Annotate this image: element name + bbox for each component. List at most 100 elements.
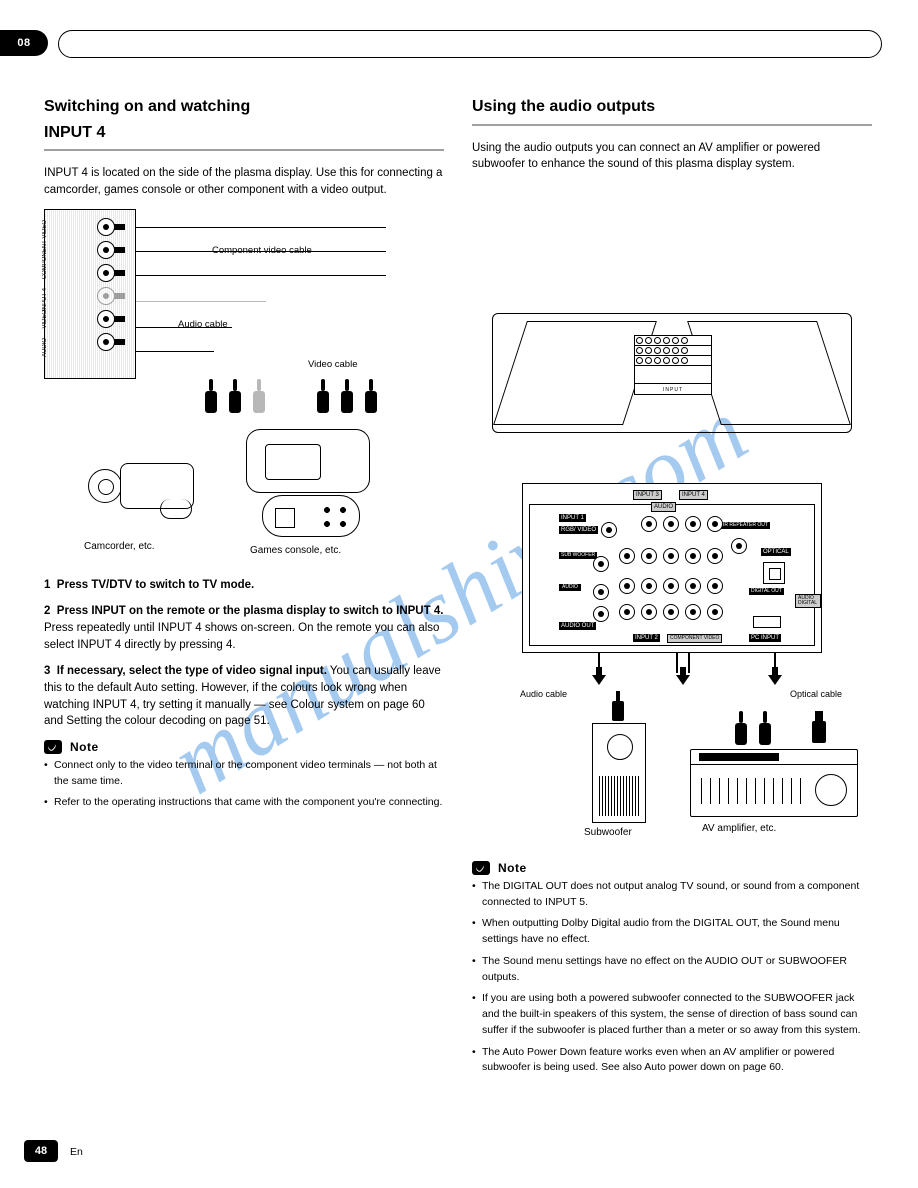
rp-label-ir: IR REPEATER OUT bbox=[721, 522, 770, 529]
stand-panel-label: INPUT bbox=[635, 383, 711, 395]
rp-label-audiodigital: AUDIO DIGITAL bbox=[795, 594, 821, 608]
rp-label-component: COMPONENT VIDEO bbox=[667, 634, 722, 643]
note-icon bbox=[44, 740, 62, 754]
panel-label-audio: AUDIO bbox=[42, 338, 48, 357]
side-panel: COMPONENT VIDEO INPUT 4 VIDEO AUDIO bbox=[44, 209, 136, 379]
label-camcorder: Camcorder, etc. bbox=[84, 541, 155, 554]
panel-label-video: VIDEO bbox=[42, 310, 48, 329]
devices-group: Camcorder, etc. Games console, etc. bbox=[84, 429, 404, 569]
rp-optical-jack bbox=[763, 562, 785, 584]
rp-jack-sw bbox=[593, 556, 609, 572]
rp-jack-15 bbox=[707, 578, 723, 594]
subwoofer-icon bbox=[592, 723, 646, 823]
rp-label-optical: OPTICAL bbox=[761, 548, 791, 556]
wire-comp2 bbox=[136, 251, 386, 252]
rp-label-audio: AUDIO bbox=[651, 502, 676, 512]
plug-ao-l bbox=[734, 711, 748, 745]
rp-jack-7 bbox=[641, 548, 657, 564]
rp-jack-11 bbox=[619, 578, 635, 594]
camcorder-icon bbox=[84, 453, 204, 533]
right-bullet-2: When outputting Dolby Digital audio from… bbox=[472, 916, 872, 948]
arrow-opt bbox=[768, 667, 782, 685]
figure-audio-outputs: INPUT INPUT 1 INPUT 3 INPUT 4 AUDIO RGB/… bbox=[472, 313, 872, 853]
rp-jack-16 bbox=[619, 604, 635, 620]
step3-num: 3 bbox=[44, 665, 50, 677]
stand-rear-panel: INPUT bbox=[634, 335, 712, 395]
rp-jack-18 bbox=[663, 604, 679, 620]
rp-jack-14 bbox=[685, 578, 701, 594]
step1-text: Press TV/DTV to switch to TV mode. bbox=[57, 579, 254, 591]
label-video-cable: Video cable bbox=[308, 359, 357, 370]
port-l bbox=[97, 310, 125, 328]
game-console-icon bbox=[234, 429, 384, 539]
rp-label-input1: INPUT 1 bbox=[559, 514, 586, 522]
step1-num: 1 bbox=[44, 579, 50, 591]
optical-plug bbox=[812, 711, 826, 743]
rp-jack-8 bbox=[663, 548, 679, 564]
right-note-bullets: The DIGITAL OUT does not output analog T… bbox=[472, 879, 872, 1076]
left-intro: INPUT 4 is located on the side of the pl… bbox=[44, 165, 444, 198]
rp-jack-20 bbox=[707, 604, 723, 620]
rp-jack-12 bbox=[641, 578, 657, 594]
label-audio-cable: Audio cable bbox=[178, 319, 228, 330]
plug-row-left bbox=[204, 379, 266, 413]
rp-label-audioout: AUDIO OUT bbox=[559, 622, 596, 630]
plug-comp-y bbox=[316, 379, 330, 413]
rp-jack-3 bbox=[663, 516, 679, 532]
rp-jack-aol bbox=[593, 584, 609, 600]
left-note-header: Note bbox=[44, 740, 444, 754]
panel-label-component: COMPONENT VIDEO bbox=[42, 220, 48, 279]
wire-video bbox=[136, 301, 266, 302]
plug-audio-r bbox=[228, 379, 242, 413]
arrow-sw bbox=[592, 667, 606, 685]
port-video bbox=[97, 287, 125, 305]
rp-jack-5 bbox=[707, 516, 723, 532]
rp-jack-9 bbox=[685, 548, 701, 564]
panel-label-input4: INPUT 4 bbox=[42, 288, 48, 311]
rp-label-pcinput: PC INPUT bbox=[749, 634, 781, 642]
rp-label-input3: INPUT 3 bbox=[633, 490, 662, 500]
page-number: 48 bbox=[24, 1140, 58, 1162]
plug-row-right bbox=[316, 379, 378, 413]
rp-jack-ir bbox=[731, 538, 747, 554]
wire-comp bbox=[136, 227, 386, 228]
rp-jack-13 bbox=[663, 578, 679, 594]
port-y bbox=[97, 218, 125, 236]
step2-num: 2 bbox=[44, 605, 50, 617]
left-step-2: 2 Press INPUT on the remote or the plasm… bbox=[44, 603, 444, 653]
plug-comp-cr bbox=[364, 379, 378, 413]
left-title-line2: INPUT 4 bbox=[44, 122, 444, 144]
plug-audio-l bbox=[204, 379, 218, 413]
rp-label-digitalout: DIGITAL OUT bbox=[749, 588, 784, 595]
left-note-label: Note bbox=[70, 740, 99, 754]
rp-label-input4: INPUT 4 bbox=[679, 490, 708, 500]
av-amplifier-icon bbox=[690, 749, 858, 817]
manual-page: { "chapter": "08", "page_number": "48", … bbox=[0, 0, 918, 1188]
rp-jack-1 bbox=[601, 522, 617, 538]
plug-video bbox=[252, 379, 266, 413]
rp-pc-jack bbox=[753, 616, 781, 628]
left-rule bbox=[44, 149, 444, 151]
plug-ao-r bbox=[758, 711, 772, 745]
step2-tail: Press repeatedly until INPUT 4 shows on-… bbox=[44, 622, 439, 651]
left-bullet-2: Refer to the operating instructions that… bbox=[44, 795, 444, 811]
step3-strong: If necessary, select the type of video s… bbox=[57, 665, 327, 677]
rp-label-subwoofer: SUB WOOFER bbox=[559, 552, 597, 559]
rp-jack-10 bbox=[707, 548, 723, 564]
left-column: Switching on and watching INPUT 4 INPUT … bbox=[44, 96, 444, 817]
right-bullet-5: The Auto Power Down feature works even w… bbox=[472, 1045, 872, 1077]
chapter-tab: 08 bbox=[0, 30, 48, 56]
wire-comp3 bbox=[136, 275, 386, 276]
left-title-line1: Switching on and watching bbox=[44, 96, 444, 118]
display-stand: INPUT bbox=[492, 313, 852, 463]
rear-panel-enlarged: INPUT 1 INPUT 3 INPUT 4 AUDIO RGB/ VIDEO… bbox=[522, 483, 822, 653]
rp-jack-17 bbox=[641, 604, 657, 620]
right-note-label: Note bbox=[498, 861, 527, 875]
right-note-header: Note bbox=[472, 861, 872, 875]
header-bar bbox=[58, 30, 882, 58]
wire-audr bbox=[136, 351, 214, 352]
audio-out-plugs bbox=[734, 711, 772, 745]
footer-language: En bbox=[70, 1146, 83, 1158]
arrow-ao bbox=[676, 667, 690, 685]
wire-audl bbox=[136, 327, 232, 328]
